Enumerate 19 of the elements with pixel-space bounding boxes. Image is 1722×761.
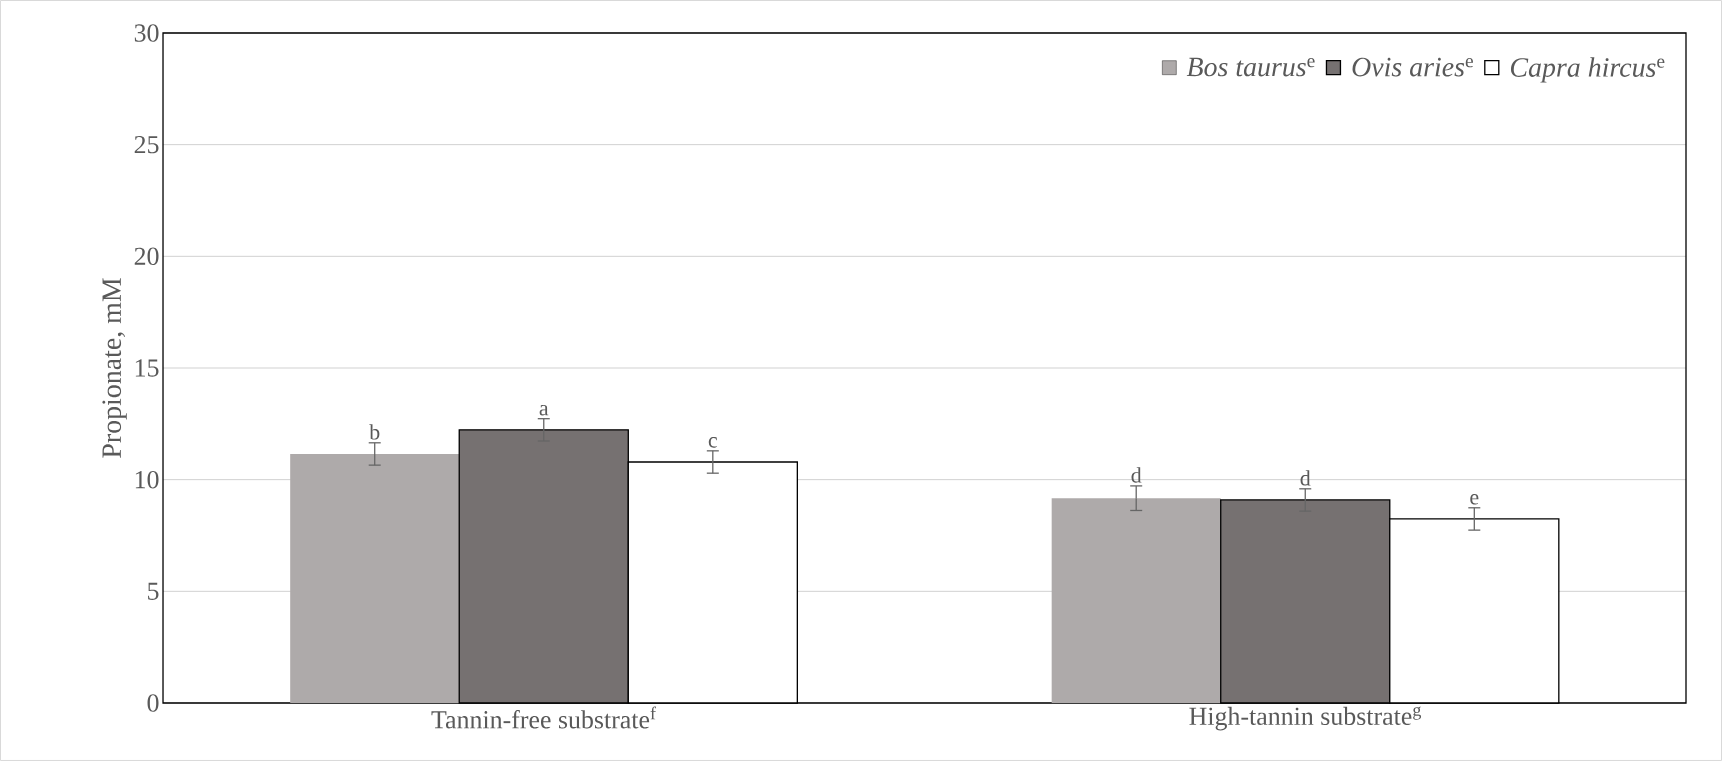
y-axis-title: Propionate, mM [102,278,127,458]
y-tick-label: 20 [134,247,159,266]
annotation: e [1470,494,1479,505]
y-tick-label: 5 [148,582,159,600]
y-tick-label: 10 [135,470,159,489]
y-tick-label: 30 [134,24,159,42]
annotation: c [708,437,718,448]
annotation: d [1131,467,1142,483]
legend-label: Ovis aries$^{e}$ [1352,57,1473,77]
legend-label: Capra hircus$^{e}$ [1510,57,1665,83]
annotation: b [369,424,380,440]
annotation: d [1300,470,1311,486]
annotation: a [539,404,549,416]
y-tick-label: 0 [147,694,159,712]
x-tick-label: Tannin-free substrate$^{f}$ [431,706,657,729]
x-tick-label: High-tannin substrate$^{g}$ [1189,706,1422,731]
legend-label: Bos taurus$^{e}$ [1186,57,1315,77]
y-tick-label: 25 [134,135,159,154]
y-tick-label: 15 [135,359,159,377]
